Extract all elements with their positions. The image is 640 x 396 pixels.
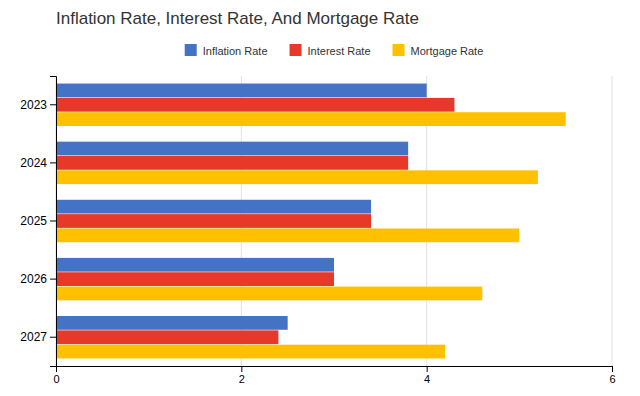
tick-mark [427,366,428,372]
bar [56,258,334,272]
grid-line [612,76,613,366]
axis-line [57,367,613,373]
bar [56,316,288,330]
legend-item: Mortgage Rate [393,44,484,57]
bar [56,98,454,112]
tick: 4 [424,366,430,385]
tick-label: 4 [424,373,430,385]
tick-mark [50,279,56,280]
bar [56,156,408,170]
y-axis: 2023 2024 2025 2026 2027 [20,77,56,367]
legend-swatch [290,44,302,56]
bar [56,170,538,184]
tick: 2023 [20,98,56,112]
tick-label: 0 [53,373,59,385]
tick-mark [50,337,56,338]
axis-line [50,77,57,367]
tick: 2027 [20,330,56,344]
x-axis: 0 2 4 6 [53,366,615,385]
bars [56,84,566,359]
tick-label: 2023 [20,98,47,112]
tick-mark [50,104,56,105]
legend-item: Interest Rate [290,44,371,57]
bar [56,228,519,242]
tick-label: 6 [609,373,615,385]
chart: Inflation Rate, Interest Rate, And Mortg… [0,0,640,396]
tick-label: 2024 [20,156,47,170]
bar [56,142,408,156]
tick: 2 [239,366,245,385]
bar [56,200,371,214]
grid [56,76,612,366]
bar [56,272,334,286]
bar [56,287,482,301]
tick: 6 [609,366,615,385]
legend-swatch [393,44,405,56]
tick: 0 [53,366,59,385]
bar [56,345,445,359]
tick: 2024 [20,156,56,170]
tick-mark [50,162,56,163]
legend: Inflation Rate Interest Rate Mortgage Rate [185,44,484,57]
legend-label: Mortgage Rate [411,45,484,57]
tick: 2025 [20,214,56,228]
tick: 2026 [20,272,56,286]
bar [56,214,371,228]
tick-mark [241,366,242,372]
title: Inflation Rate, Interest Rate, And Mortg… [56,9,419,28]
tick-label: 2 [239,373,245,385]
tick-mark [50,221,56,222]
tick-label: 2026 [20,272,47,286]
legend-label: Interest Rate [308,45,371,57]
tick-mark [612,366,613,372]
legend-item: Inflation Rate [185,44,268,57]
tick-label: 2025 [20,214,47,228]
bar [56,112,566,126]
bar [56,84,427,98]
bar [56,330,278,344]
legend-swatch [185,44,197,56]
tick-label: 2027 [20,330,47,344]
legend-label: Inflation Rate [203,45,268,57]
